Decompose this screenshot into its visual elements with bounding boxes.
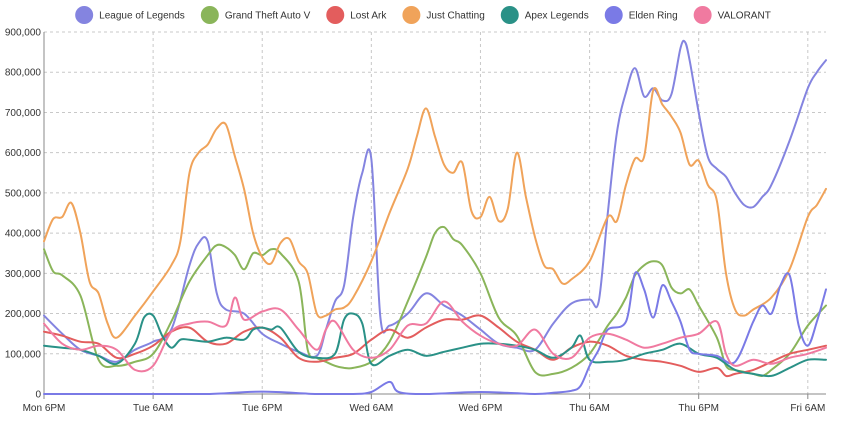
y-tick-label: 500,000 (5, 188, 42, 199)
x-tick-label: Mon 6PM (23, 403, 66, 414)
legend-item-apex-legends[interactable]: Apex Legends (501, 6, 589, 24)
x-tick-label: Fri 6AM (790, 403, 825, 414)
legend-swatch (402, 6, 420, 24)
x-tick-label: Wed 6PM (459, 403, 503, 414)
series-group (44, 41, 826, 394)
legend-label: Lost Ark (350, 11, 387, 22)
legend-item-valorant[interactable]: VALORANT (694, 6, 771, 24)
legend-swatch (75, 6, 93, 24)
y-tick-label: 300,000 (5, 269, 42, 280)
x-tick-label: Wed 6AM (349, 403, 393, 414)
line-chart: League of Legends Grand Theft Auto V Lost … (0, 0, 846, 422)
y-tick-label: 600,000 (5, 148, 42, 159)
legend-item-grand-theft-auto-v[interactable]: Grand Theft Auto V (201, 6, 311, 24)
legend-swatch (694, 6, 712, 24)
legend-label: League of Legends (99, 11, 185, 22)
legend-swatch (326, 6, 344, 24)
y-tick-label: 800,000 (5, 68, 42, 79)
chart-container: League of Legends Grand Theft Auto V Lost … (0, 0, 846, 422)
series-line-just-chatting (44, 88, 826, 338)
legend-swatch (201, 6, 219, 24)
legend-label: Elden Ring (629, 11, 678, 22)
legend-label: Grand Theft Auto V (225, 11, 311, 22)
x-axis: Mon 6PM Tue 6AM Tue 6PM Wed 6AM Wed 6PM Thu 6… (23, 394, 826, 414)
legend-label: Just Chatting (426, 11, 484, 22)
legend-item-elden-ring[interactable]: Elden Ring (605, 6, 678, 24)
y-tick-label: 200,000 (5, 309, 42, 320)
y-tick-label: 0 (35, 390, 41, 401)
y-tick-label: 400,000 (5, 229, 42, 240)
y-tick-label: 700,000 (5, 108, 42, 119)
y-axis: 0 100,000 200,000 300,000 400,000 500,000 600,… (5, 28, 44, 401)
x-tick-label: Tue 6AM (133, 403, 173, 414)
legend-swatch (501, 6, 519, 24)
x-tick-label: Thu 6AM (569, 403, 610, 414)
y-tick-label: 900,000 (5, 28, 42, 39)
legend-swatch (605, 6, 623, 24)
x-tick-label: Thu 6PM (678, 403, 719, 414)
legend-item-just-chatting[interactable]: Just Chatting (402, 6, 484, 24)
legend-label: Apex Legends (525, 11, 589, 22)
legend-label: VALORANT (718, 11, 771, 22)
x-tick-label: Tue 6PM (242, 403, 282, 414)
legend-item-league-of-legends[interactable]: League of Legends (75, 6, 185, 24)
y-tick-label: 100,000 (5, 349, 42, 360)
legend-item-lost-ark[interactable]: Lost Ark (326, 6, 387, 24)
legend: League of Legends Grand Theft Auto V Lost … (75, 6, 771, 24)
